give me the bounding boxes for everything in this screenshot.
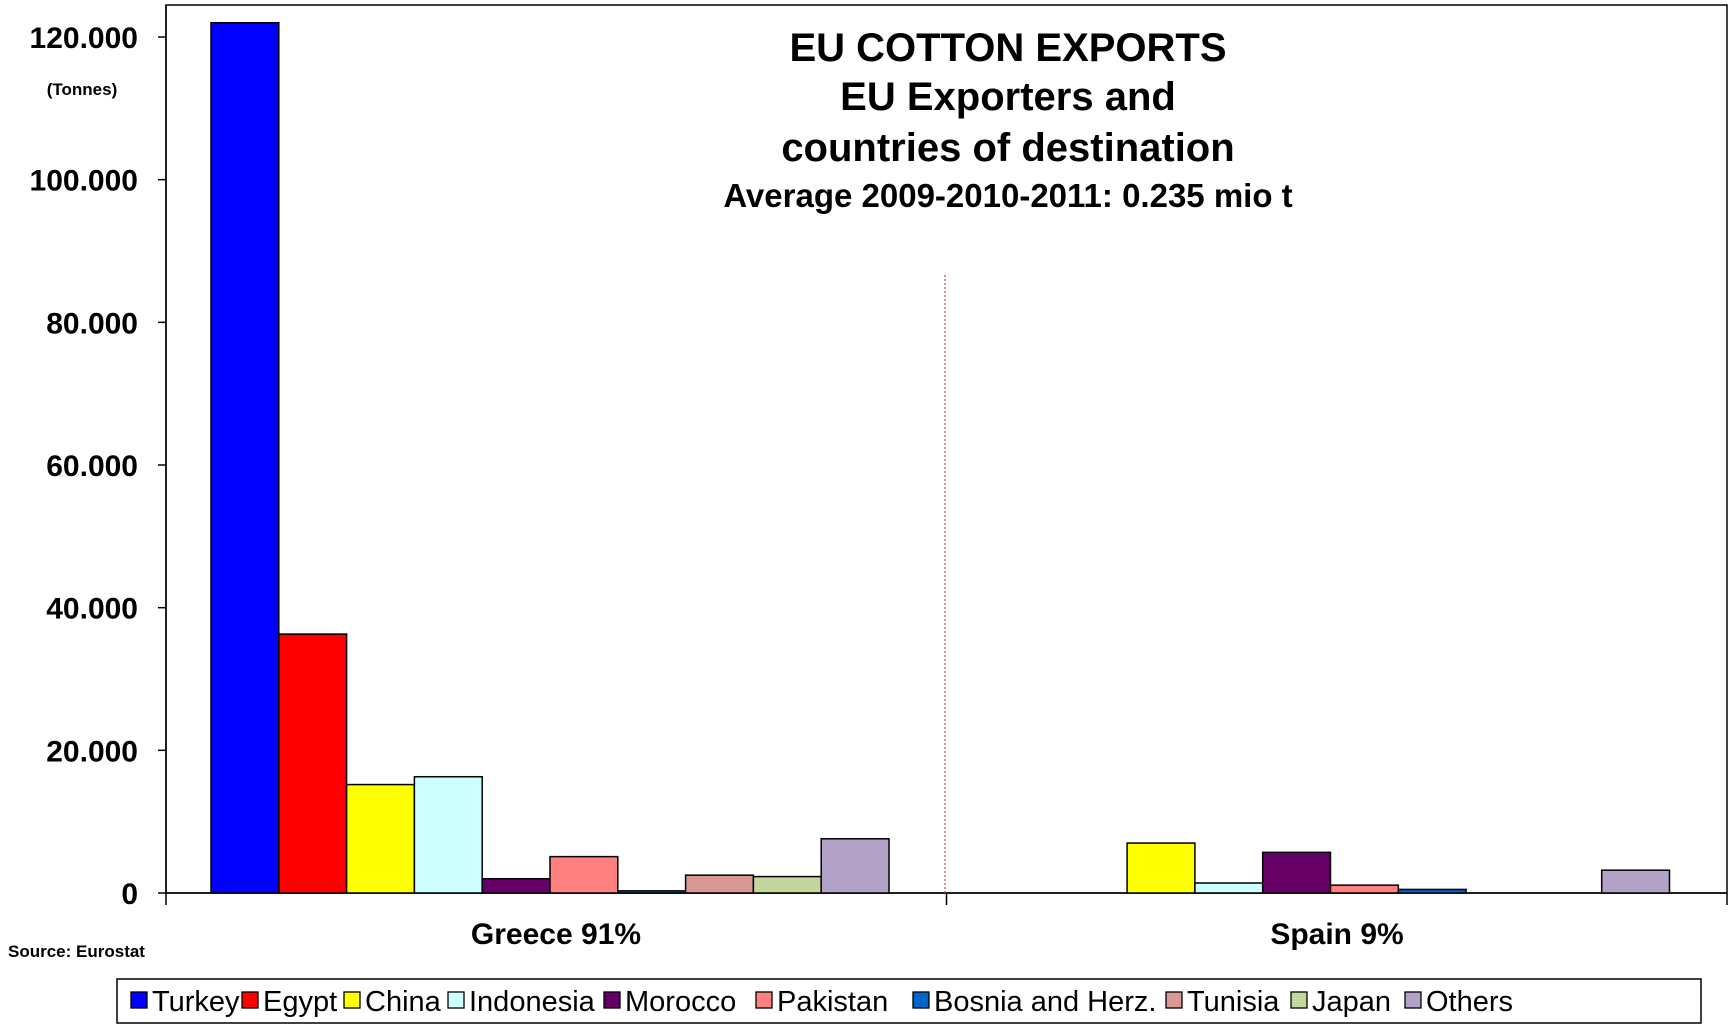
legend-swatch (912, 991, 930, 1009)
legend-label: Egypt (263, 986, 337, 1018)
legend-label: Turkey (152, 986, 240, 1018)
legend-label: Tunisia (1187, 986, 1280, 1018)
legend-box (116, 978, 1702, 1024)
legend-label: Morocco (625, 986, 736, 1018)
legend-swatch (130, 991, 148, 1009)
bar-japan-greece (752, 875, 822, 894)
chart-title-line-1: EU COTTON EXPORTS (789, 26, 1226, 70)
legend-swatch (1404, 991, 1422, 1009)
y-tick-label: 100.000 (30, 165, 138, 198)
category-label-greece: Greece 91% (471, 918, 641, 951)
bars-group (210, 21, 1671, 894)
chart-title-line-2: EU Exporters and (840, 75, 1176, 119)
y-tick-label: 60.000 (46, 450, 138, 483)
chart-subtitle: Average 2009-2010-2011: 0.235 mio t (723, 177, 1292, 214)
x-axis-ticks (165, 893, 1728, 905)
bar-bosnia-and-herz-spain (1397, 888, 1467, 894)
bar-morocco-greece (481, 877, 551, 894)
bar-bosnia-and-herz-greece (617, 890, 687, 894)
legend-label: Japan (1312, 986, 1391, 1018)
y-tick-label: 20.000 (46, 735, 138, 768)
bar-morocco-spain (1261, 851, 1332, 894)
bar-others-spain (1600, 869, 1671, 894)
bar-pakistan-spain (1329, 884, 1400, 894)
y-axis-unit-label: (Tonnes) (47, 80, 118, 99)
legend-label: Others (1426, 986, 1513, 1018)
bar-china-spain (1126, 842, 1196, 894)
bar-egypt-greece (278, 633, 348, 894)
bar-china-greece (345, 783, 416, 894)
legend-swatch (755, 991, 773, 1009)
category-label-spain: Spain 9% (1270, 918, 1403, 951)
legend-label: Pakistan (777, 986, 888, 1018)
bar-turkey-greece (210, 21, 280, 894)
y-axis-ticks: 0 20.000 40.000 60.000 80.000 100.000 120.000 (30, 22, 166, 911)
chart-title-line-3: countries of destination (781, 126, 1234, 170)
bar-tunisia-greece (684, 874, 755, 894)
legend-swatch (447, 991, 465, 1009)
legend: Turkey Egypt China Indonesia Morocco Pakistan… (130, 986, 1513, 1018)
plot-area (165, 4, 1728, 894)
bar-indonesia-spain (1194, 882, 1264, 894)
legend-swatch (603, 991, 621, 1009)
legend-label: China (365, 986, 442, 1018)
legend-label: Bosnia and Herz. (934, 986, 1156, 1018)
legend-label: Indonesia (469, 986, 596, 1018)
bar-indonesia-greece (413, 775, 483, 894)
legend-swatch (1290, 991, 1308, 1009)
y-tick-label: 120.000 (30, 22, 138, 55)
bar-others-greece (820, 838, 890, 894)
y-tick-label: 40.000 (46, 593, 138, 626)
legend-swatch (241, 991, 259, 1009)
bar-pakistan-greece (549, 855, 619, 894)
y-tick-label: 0 (121, 878, 138, 911)
y-tick-label: 80.000 (46, 307, 138, 340)
legend-swatch (1165, 991, 1183, 1009)
source-note: Source: Eurostat (8, 942, 145, 961)
legend-swatch (343, 991, 361, 1009)
